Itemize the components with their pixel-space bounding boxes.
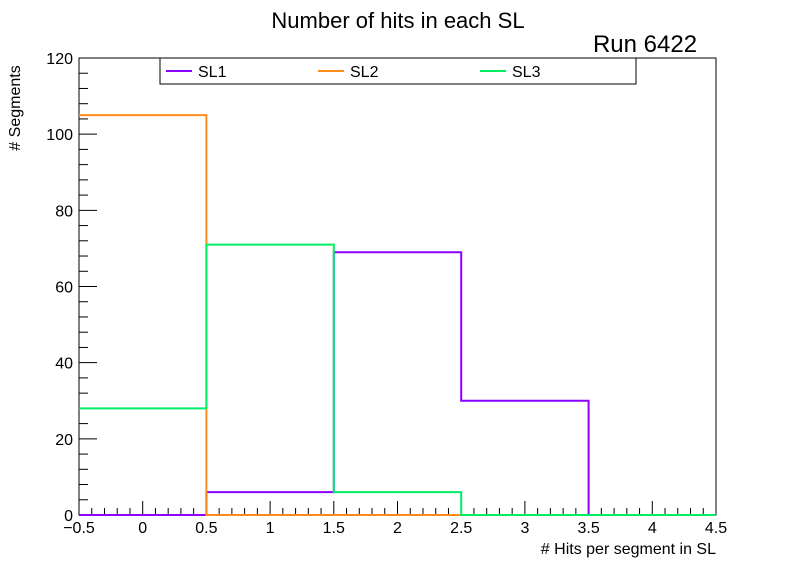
y-tick-label: 40	[55, 356, 73, 373]
x-tick-label: 1	[266, 520, 275, 537]
x-axis-label: # Hits per segment in SL	[541, 541, 716, 558]
x-tick-label: 2.5	[450, 520, 472, 537]
chart-title: Number of hits in each SL	[271, 8, 524, 33]
x-tick-label: 3	[520, 520, 529, 537]
x-tick-label: −0.5	[63, 520, 95, 537]
y-tick-label: 120	[46, 51, 73, 68]
y-tick-label: 60	[55, 280, 73, 297]
legend-label-sl2: SL2	[350, 64, 379, 81]
x-tick-label: 0	[138, 520, 147, 537]
y-tick-label: 20	[55, 432, 73, 449]
legend-box	[159, 57, 637, 85]
x-tick-label: 2	[393, 520, 402, 537]
run-annotation: Run 6422	[593, 31, 697, 58]
x-tick-label: 1.5	[323, 520, 345, 537]
legend-label-sl3: SL3	[512, 64, 541, 81]
x-tick-label: 0.5	[195, 520, 217, 537]
x-tick-label: 3.5	[577, 520, 599, 537]
legend-label-sl1: SL1	[198, 64, 227, 81]
y-tick-label: 80	[55, 203, 73, 220]
x-tick-label: 4.5	[705, 520, 727, 537]
histogram-line-sl3	[79, 243, 716, 516]
y-axis-label: # Segments	[7, 65, 24, 150]
y-tick-label: 0	[64, 508, 73, 525]
y-tick-label: 100	[46, 127, 73, 144]
legend: SL1 SL2 SL3	[159, 57, 637, 85]
x-tick-label: 4	[648, 520, 657, 537]
